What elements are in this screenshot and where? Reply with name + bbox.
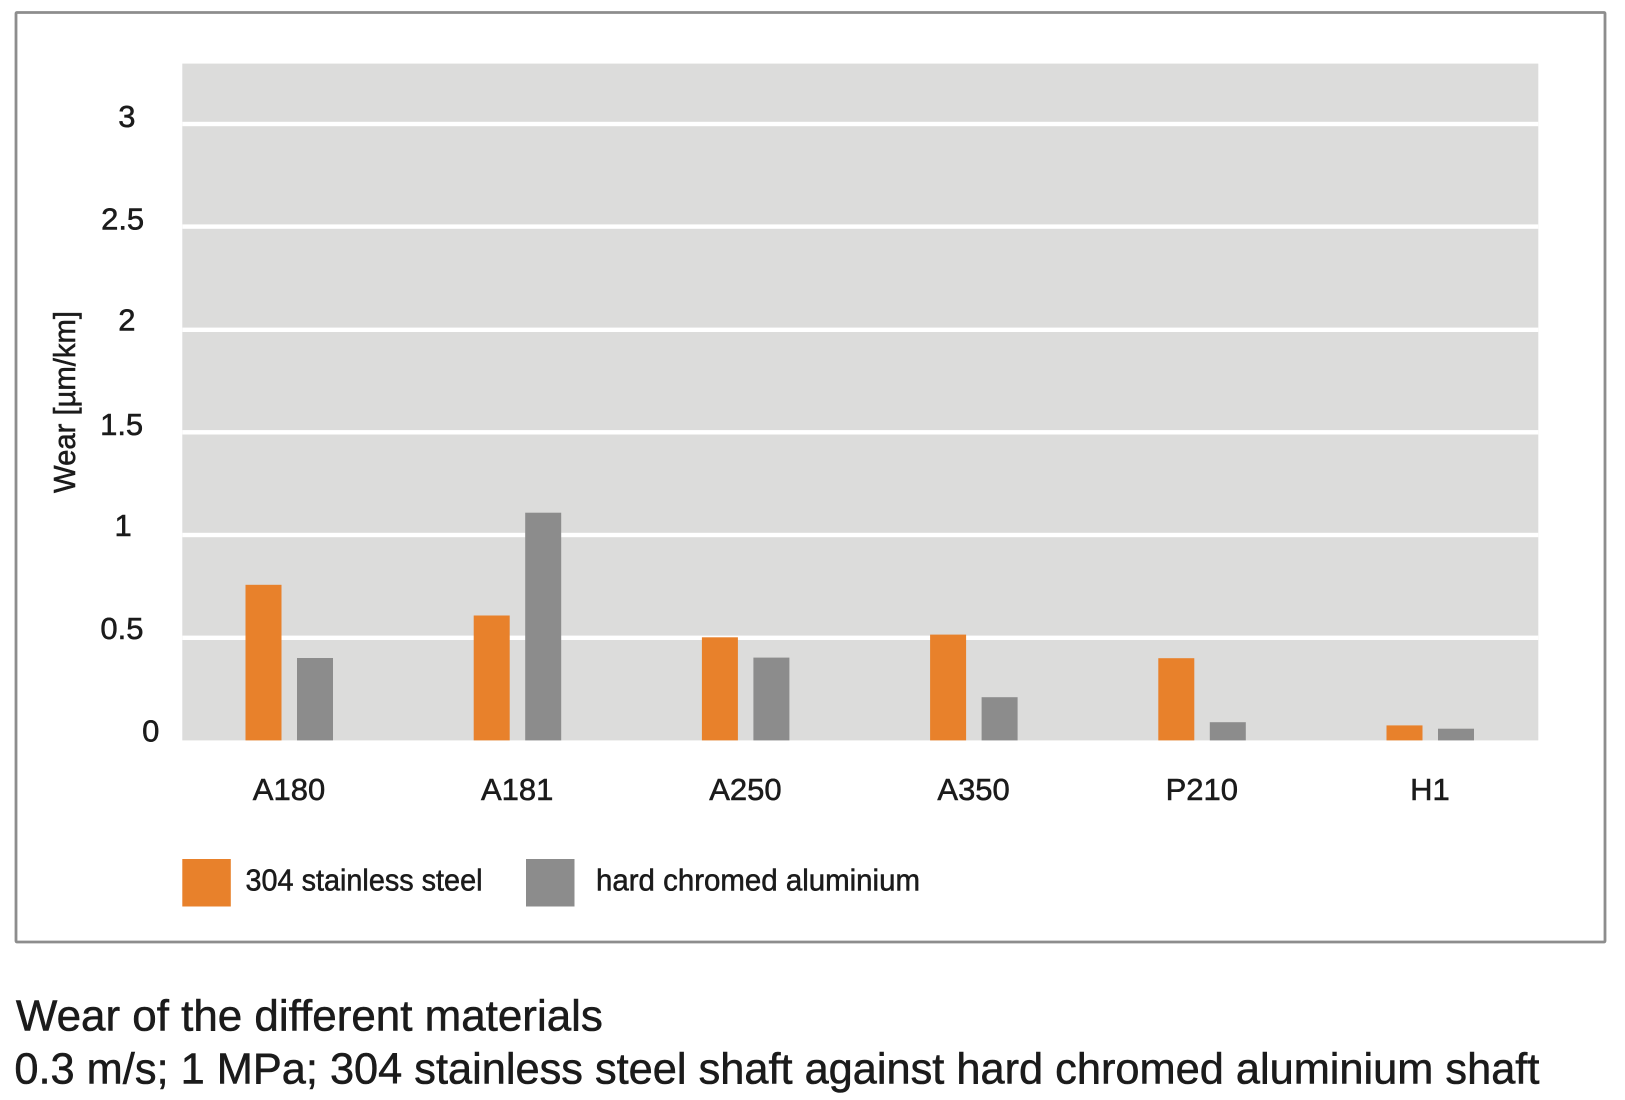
svg-text:A350: A350 — [937, 772, 1009, 807]
svg-text:A181: A181 — [481, 772, 553, 807]
svg-text:P210: P210 — [1166, 772, 1238, 807]
svg-text:0.5: 0.5 — [100, 611, 143, 646]
svg-text:hard chromed aluminium: hard chromed aluminium — [596, 863, 920, 898]
svg-text:A180: A180 — [253, 772, 325, 807]
svg-text:1: 1 — [115, 508, 132, 543]
svg-text:H1: H1 — [1410, 772, 1450, 807]
svg-text:1.5: 1.5 — [100, 407, 143, 442]
svg-text:Wear of the different material: Wear of the different materials — [16, 992, 603, 1041]
svg-text:3: 3 — [118, 99, 135, 134]
svg-text:0.3 m/s; 1 MPa; 304 stainless: 0.3 m/s; 1 MPa; 304 stainless steel shaf… — [14, 1045, 1539, 1094]
svg-text:2.5: 2.5 — [101, 201, 144, 236]
svg-text:0: 0 — [142, 714, 159, 749]
svg-text:Wear [µm/km]: Wear [µm/km] — [47, 311, 82, 493]
svg-text:A250: A250 — [709, 772, 781, 807]
svg-text:2: 2 — [118, 303, 135, 338]
svg-text:304 stainless steel: 304 stainless steel — [246, 863, 483, 898]
